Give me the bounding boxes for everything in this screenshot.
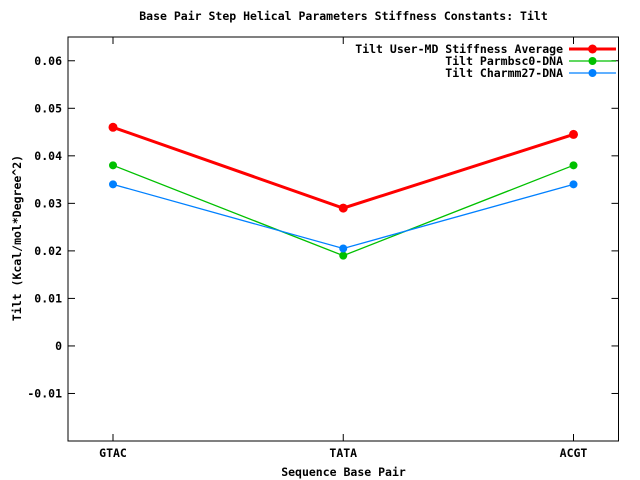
y-tick-label: 0.03 xyxy=(34,196,62,210)
series-line-1 xyxy=(112,125,574,210)
data-point xyxy=(109,180,117,189)
series-line-3 xyxy=(112,183,574,250)
data-point xyxy=(569,180,578,189)
x-tick-label: GTAC xyxy=(99,446,127,460)
data-point xyxy=(339,244,348,253)
x-tick-label: ACGT xyxy=(560,446,588,460)
legend-label: Tilt Parmbsc0-DNA xyxy=(445,54,563,68)
legend-point xyxy=(588,69,597,77)
y-tick-label: 0.04 xyxy=(34,149,62,163)
chart-title: Base Pair Step Helical Parameters Stiffn… xyxy=(139,9,548,23)
data-point xyxy=(339,251,348,260)
x-tick-label: TATA xyxy=(329,446,357,460)
data-point xyxy=(109,161,117,170)
x-axis-label: Sequence Base Pair xyxy=(281,465,406,479)
legend-label: Tilt User-MD Stiffness Average xyxy=(355,42,563,56)
legend-point xyxy=(588,44,597,54)
data-point xyxy=(569,129,578,139)
legend-label: Tilt Charmm27-DNA xyxy=(445,66,563,80)
y-tick-label: 0.05 xyxy=(34,101,62,115)
plot-border xyxy=(67,36,619,442)
y-tick-label: -0.01 xyxy=(27,386,62,400)
y-tick-label: 0 xyxy=(55,339,62,353)
data-point xyxy=(108,122,118,132)
y-tick-label: 0.01 xyxy=(34,291,62,305)
data-point xyxy=(338,203,348,213)
legend-point xyxy=(588,57,597,65)
y-tick-label: 0.02 xyxy=(34,244,62,258)
y-tick-label: 0.06 xyxy=(34,54,62,68)
data-point xyxy=(569,161,578,170)
